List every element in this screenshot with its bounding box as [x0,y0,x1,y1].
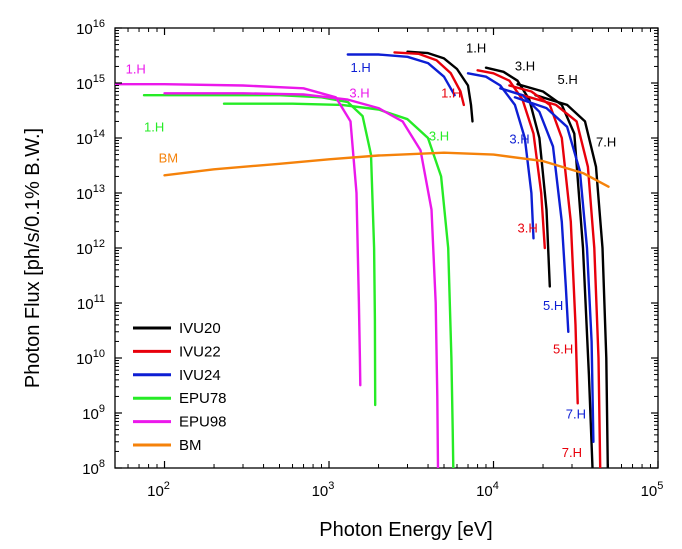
legend-label-ivu22: IVU22 [179,343,221,360]
series-line-epu98-2 [163,92,440,468]
series-line-ivu20-3 [516,83,594,468]
x-tick-label: 104 [476,480,499,500]
y-tick-label: 1016 [76,18,105,38]
annotation-label: 1.H [441,85,461,100]
annotation-label: 1.H [126,61,146,76]
y-tick-label: 109 [82,403,105,423]
axes: 102 103 104 105 108 109 1010 1011 1012 1013 1014 10… [76,18,663,500]
annotation-label: 3.H [429,129,449,144]
y-tick-label: 1011 [77,293,105,313]
series-line-ivu22-1 [393,51,465,107]
series-lines [115,50,610,468]
series-line-epu98-1 [115,83,362,387]
y-tick-label: 108 [82,458,105,478]
series-line-ivu20-4 [534,94,609,468]
series-line-ivu22-4 [521,94,602,468]
y-tick-label: 1013 [76,183,105,203]
annotation-label: 1.H [466,40,486,55]
y-tick-label: 1015 [76,73,105,93]
annotation-label: 7.H [566,406,586,421]
legend-label-bm: BM [179,437,202,454]
legend: IVU20 IVU22 IVU24 EPU78 EPU98 BM [133,320,227,454]
legend-label-ivu20: IVU20 [179,320,221,337]
x-tick-label: 102 [147,480,170,500]
y-tick-label: 1014 [76,128,105,148]
annotation-label: 7.H [596,135,616,150]
x-axis-label: Photon Energy [eV] [319,519,492,541]
y-tick-label: 1012 [76,238,105,258]
series-line-ivu20-2 [484,66,551,288]
series-line-ivu24-3 [499,87,570,333]
annotation-label: 1.H [144,120,164,135]
annotation-label: 5.H [543,298,563,313]
harmonic-labels: 1.H 3.H 5.H 7.H 1.H 3.H 5.H 7.H 1.H 3.H 5.H 7.H 1.H 3… [126,40,617,459]
annotation-label: 3.H [515,58,535,73]
legend-label-ivu24: IVU24 [179,367,221,384]
series-line-ivu22-3 [508,84,579,405]
annotation-label: BM [159,150,179,165]
series-line-epu78-2 [222,102,455,468]
series-line-bm-1 [163,151,610,188]
annotation-label: 5.H [553,342,573,357]
y-axis-label: Photon Flux [ph/s/0.1% B.W.] [22,128,44,388]
series-line-ivu24-2 [466,72,535,240]
legend-label-epu98: EPU98 [179,414,227,431]
series-line-ivu20-1 [406,50,474,123]
annotation-label: 3.H [349,85,369,100]
annotation-label: 7.H [562,445,582,460]
x-tick-label: 105 [641,480,664,500]
annotation-label: 3.H [509,131,529,146]
annotation-label: 3.H [518,221,538,236]
series-line-epu78-1 [142,94,377,407]
legend-label-epu78: EPU78 [179,390,227,407]
series-line-ivu24-1 [346,53,456,97]
annotation-label: 5.H [558,72,578,87]
annotation-label: 1.H [351,60,371,75]
y-tick-label: 1010 [76,348,105,368]
x-tick-label: 103 [312,480,335,500]
